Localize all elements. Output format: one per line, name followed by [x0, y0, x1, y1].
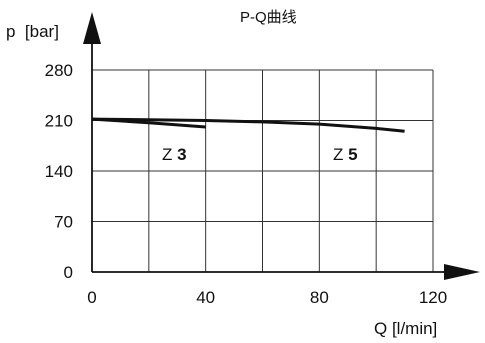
x-tick-label: 0 — [87, 288, 96, 307]
y-tick-label: 140 — [45, 162, 73, 181]
series-label-z3: Z 3 — [162, 145, 187, 164]
x-axis-arrow — [444, 264, 480, 280]
y-tick-label: 280 — [45, 61, 73, 80]
y-axis-arrow — [83, 12, 101, 44]
x-axis-label: Q [l/min] — [374, 319, 437, 338]
tick-labels: 0 40 80 120 0 70 140 210 280 — [45, 61, 448, 307]
x-tick-label: 40 — [196, 288, 215, 307]
x-tick-label: 80 — [310, 288, 329, 307]
x-tick-label: 120 — [419, 288, 447, 307]
series-line-1 — [91, 117, 405, 133]
series-label-z5: Z 5 — [333, 145, 358, 164]
chart-title: P-Q曲线 — [240, 9, 297, 26]
series-lines — [91, 117, 405, 133]
series-label-z3-number: 3 — [177, 145, 186, 164]
y-tick-label: 0 — [64, 263, 73, 282]
series-label-z5-prefix: Z — [333, 145, 348, 164]
axes — [83, 12, 480, 280]
series-label-z5-number: 5 — [348, 145, 357, 164]
y-tick-label: 210 — [45, 112, 73, 131]
y-tick-label: 70 — [54, 213, 73, 232]
grid — [92, 69, 434, 272]
y-axis-label: p [bar] — [6, 22, 59, 41]
series-label-z3-prefix: Z — [162, 145, 177, 164]
